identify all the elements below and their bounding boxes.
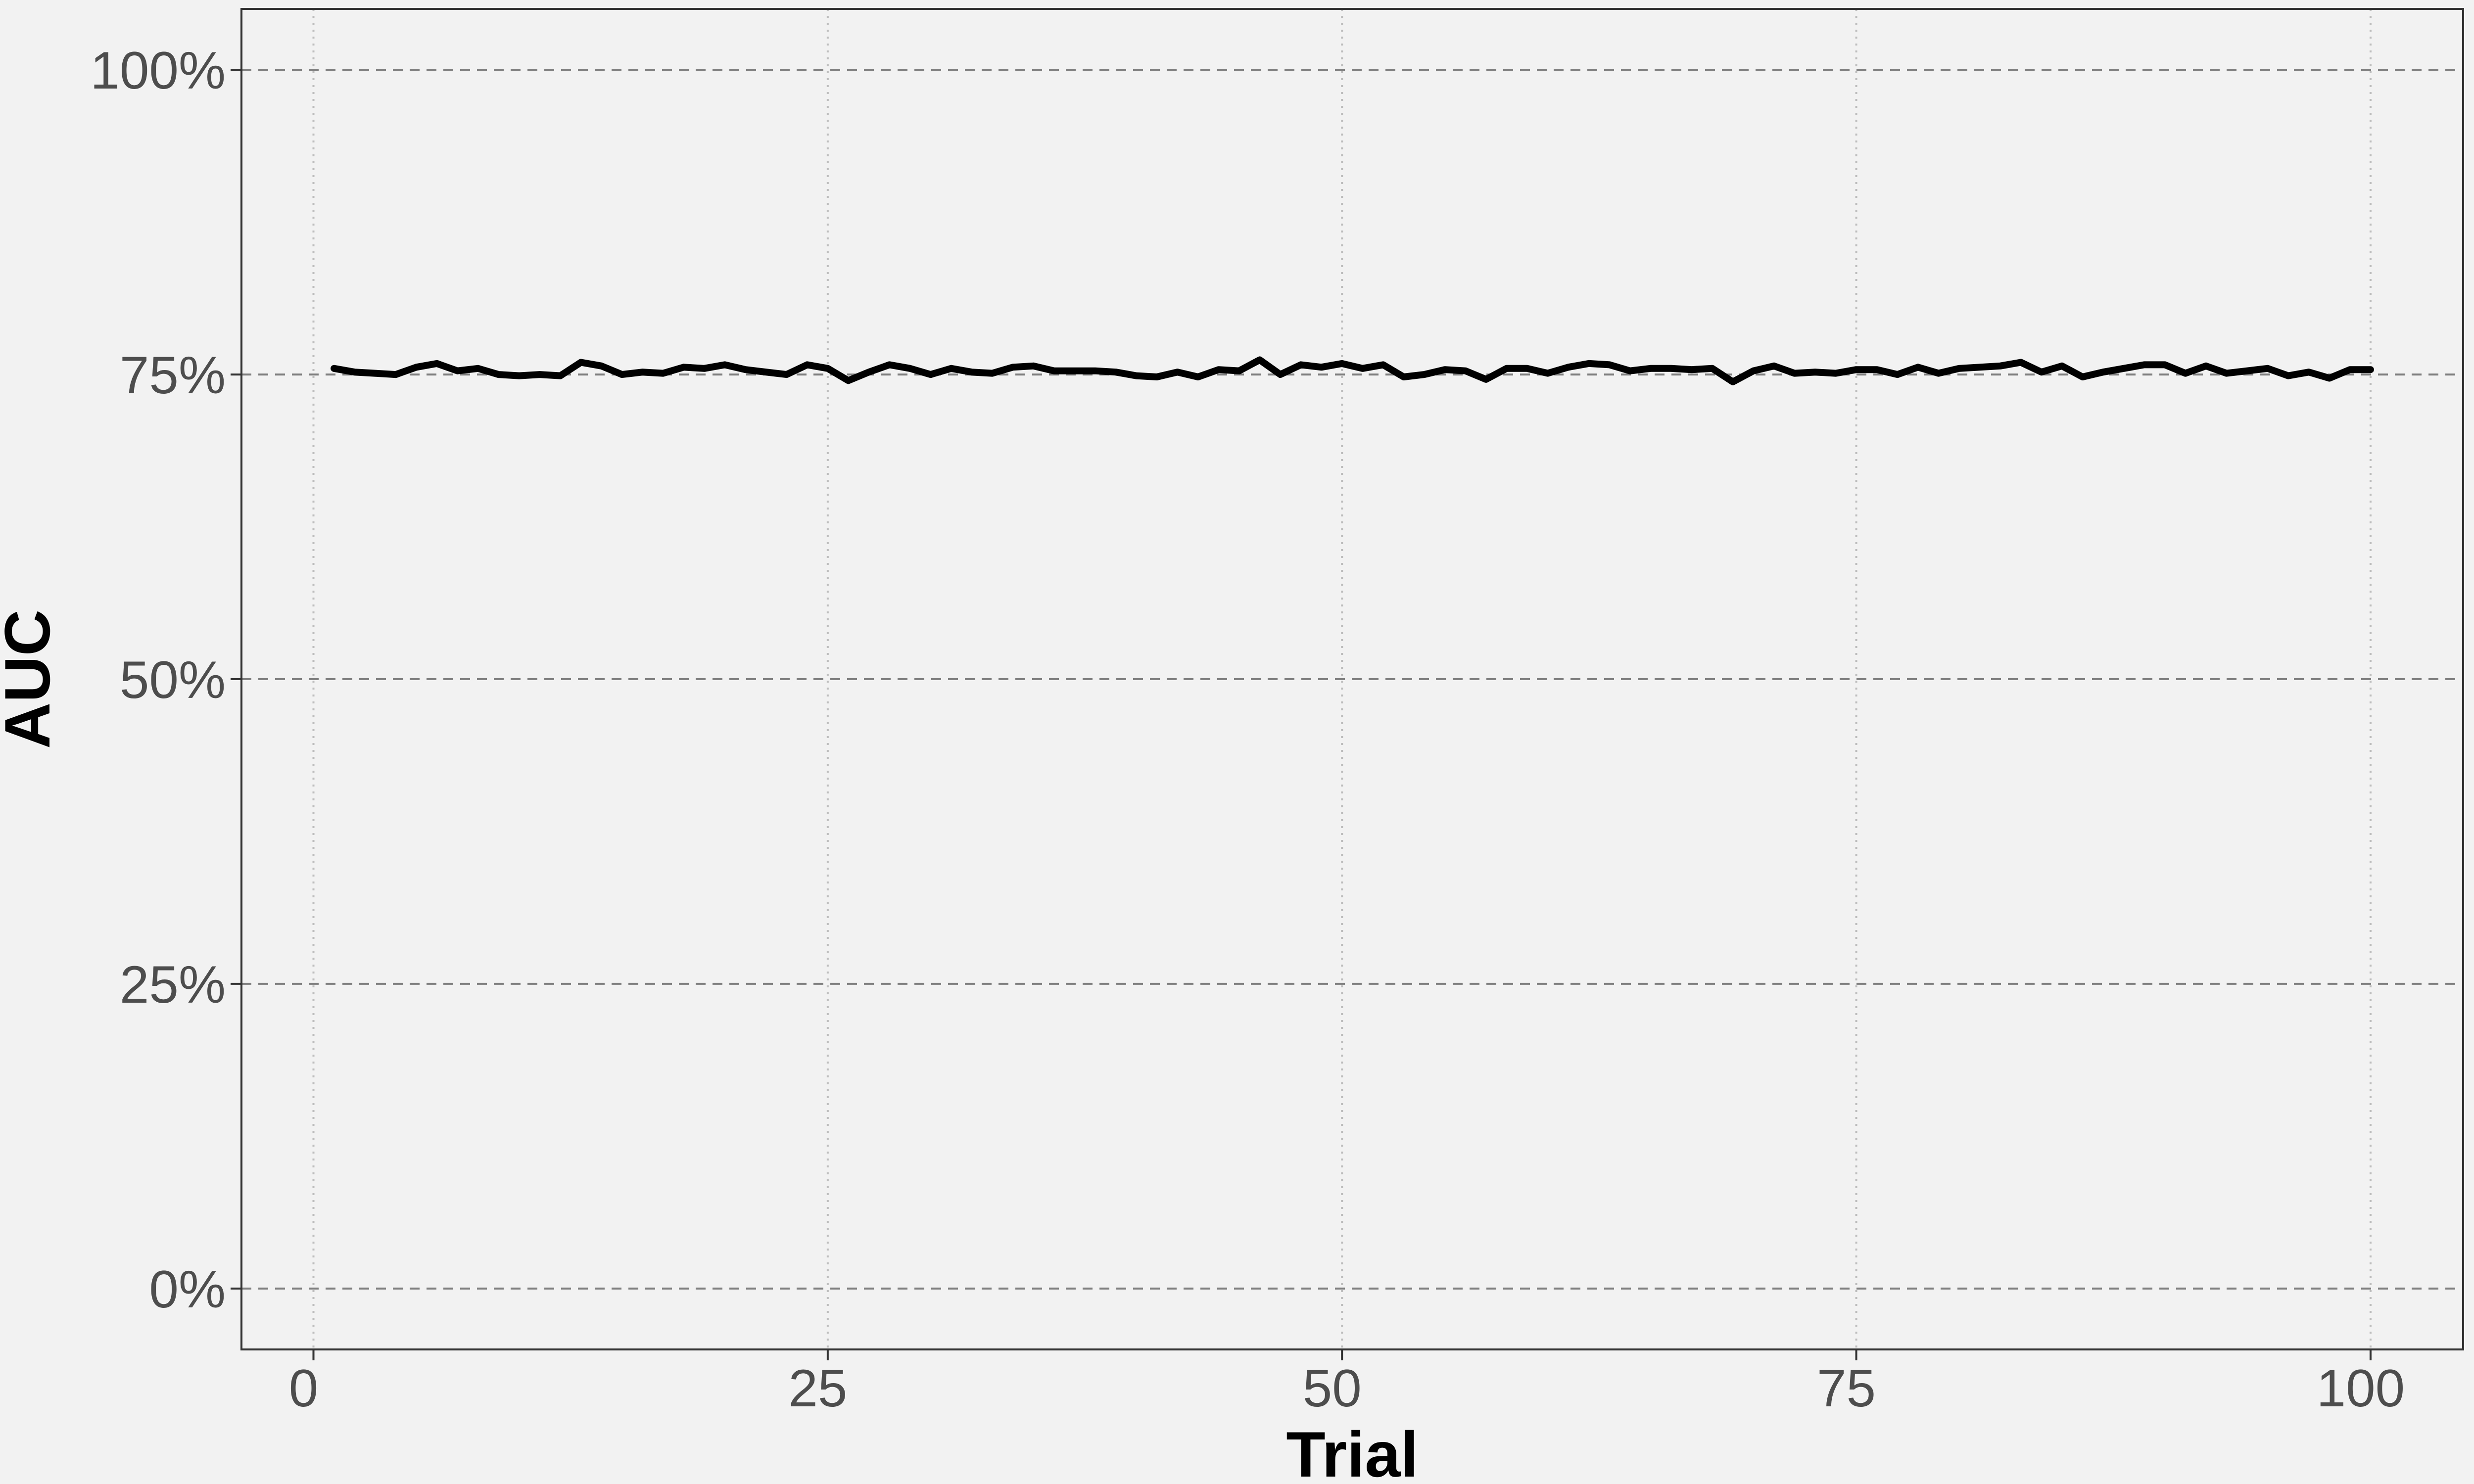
x-tick-label: 100	[2317, 1358, 2405, 1418]
y-tick-label: 100%	[90, 41, 226, 100]
y-tick-label: 0%	[149, 1259, 226, 1319]
x-tick-label: 0	[289, 1358, 319, 1418]
x-gridlines	[312, 9, 2372, 1349]
x-tick-label: 50	[1303, 1358, 1362, 1418]
y-tick-label: 50%	[120, 650, 226, 709]
x-tick-label: 75	[1817, 1358, 1876, 1418]
auc-series-line	[331, 356, 2374, 385]
x-axis-ticks: 0 25 50 75 100	[289, 1349, 2405, 1418]
y-tick-label: 25%	[120, 955, 226, 1014]
y-axis-ticks: 0% 25% 50% 75% 100%	[90, 41, 241, 1319]
y-axis-title: AUC	[0, 609, 63, 749]
x-axis-title: Trial	[1286, 1418, 1418, 1484]
y-tick-label: 75%	[120, 345, 226, 405]
x-tick-label: 25	[788, 1358, 847, 1418]
